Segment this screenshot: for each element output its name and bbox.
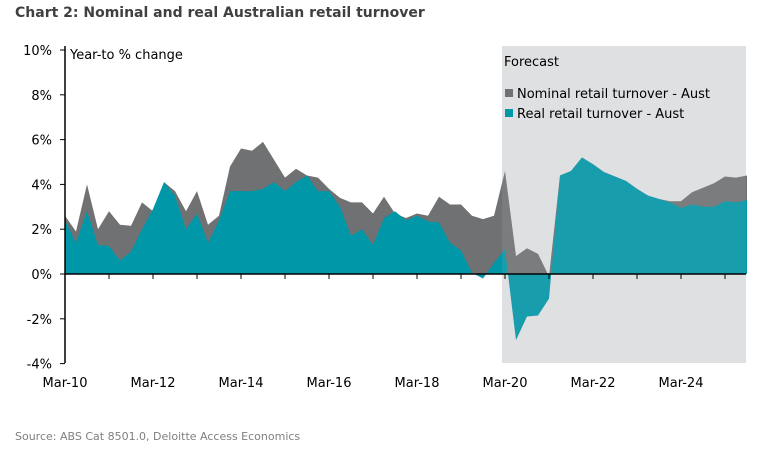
y-tick-label: 2% bbox=[31, 223, 52, 238]
x-tick-label: Mar-16 bbox=[307, 376, 352, 391]
forecast-label: Forecast bbox=[504, 55, 559, 70]
x-tick-label: Mar-22 bbox=[571, 376, 616, 391]
forecast-overlay bbox=[502, 46, 746, 363]
x-tick-label: Mar-20 bbox=[483, 376, 528, 391]
y-axis-label: Year-to % change bbox=[69, 48, 183, 63]
y-tick-label: 8% bbox=[31, 89, 52, 104]
x-tick-label: Mar-10 bbox=[43, 376, 88, 391]
y-tick-label: -4% bbox=[27, 358, 52, 373]
source-note: Source: ABS Cat 8501.0, Deloitte Access … bbox=[15, 430, 301, 443]
y-tick-label: 4% bbox=[31, 178, 52, 193]
legend-swatch-nominal bbox=[505, 89, 513, 97]
legend: Nominal retail turnover - Aust Real reta… bbox=[505, 87, 710, 122]
y-tick-label: -2% bbox=[27, 313, 52, 328]
x-tick-label: Mar-18 bbox=[395, 376, 440, 391]
legend-label-nominal: Nominal retail turnover - Aust bbox=[517, 87, 710, 102]
legend-swatch-real bbox=[505, 109, 513, 117]
x-tick-label: Mar-12 bbox=[131, 376, 176, 391]
y-tick-label: 0% bbox=[31, 268, 52, 283]
chart-title: Chart 2: Nominal and real Australian ret… bbox=[15, 5, 425, 21]
y-tick-label: 6% bbox=[31, 134, 52, 149]
legend-label-real: Real retail turnover - Aust bbox=[517, 107, 684, 122]
y-tick-label: 10% bbox=[23, 44, 52, 59]
area-series-real bbox=[65, 157, 747, 341]
x-tick-label: Mar-24 bbox=[659, 376, 704, 391]
x-tick-label: Mar-14 bbox=[219, 376, 264, 391]
